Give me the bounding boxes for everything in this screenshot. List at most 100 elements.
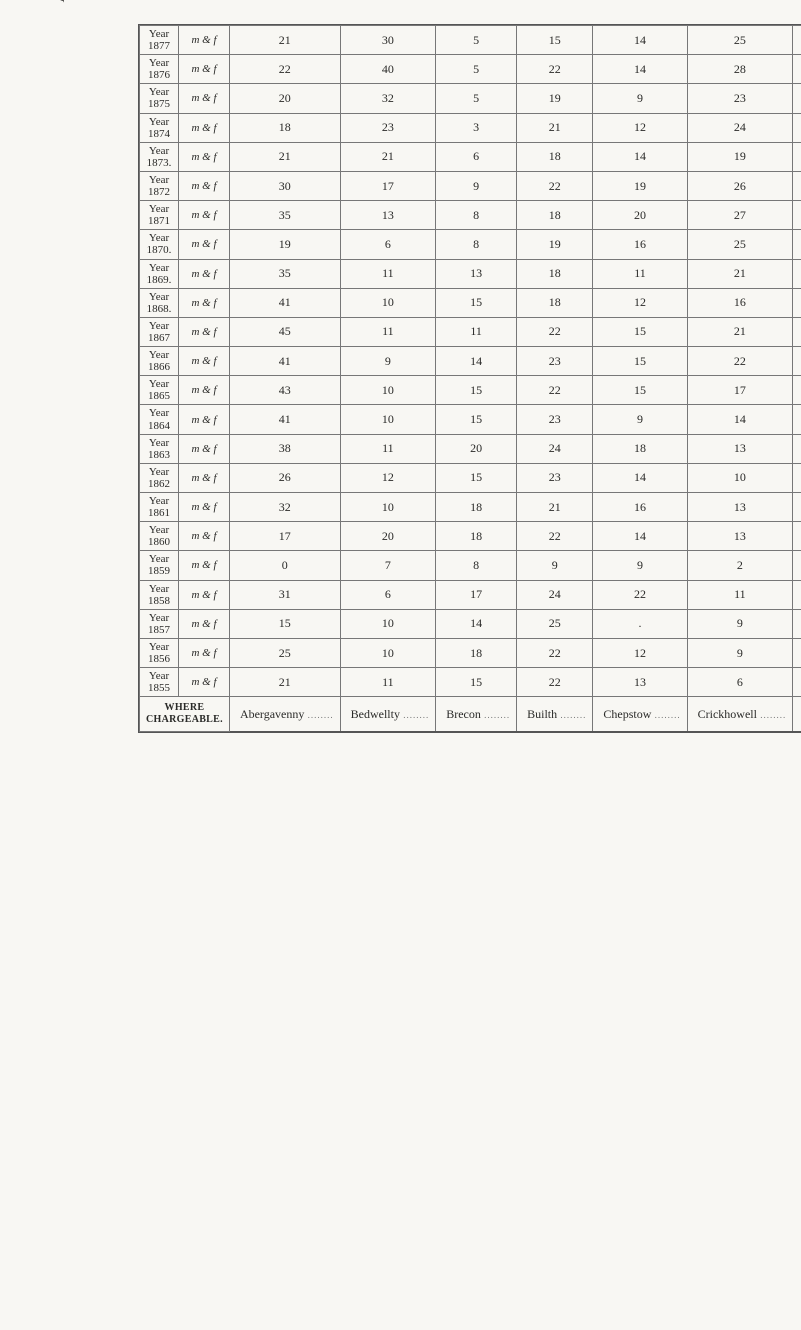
county-name: Brecon [436, 697, 517, 732]
value-cell: . [593, 609, 687, 638]
year-number: 1863 [144, 449, 174, 461]
year-number: 1856 [144, 653, 174, 665]
value-cell: 20 [436, 434, 517, 463]
value-cell: 30 [229, 171, 340, 200]
year-cell: Year1856 [140, 638, 179, 667]
year-number: 1858 [144, 595, 174, 607]
value-cell: 21 [517, 113, 593, 142]
value-cell: 18 [593, 434, 687, 463]
year-cell: Year1863 [140, 434, 179, 463]
m-and-f-label: m & f [179, 493, 230, 522]
value-cell: 13 [793, 171, 801, 200]
value-cell: 35 [229, 259, 340, 288]
value-cell: 16 [793, 288, 801, 317]
title-line-2: And chargeable to the undermentioned pla… [50, 0, 71, 44]
year-number: 1855 [144, 682, 174, 694]
year-number: 1859 [144, 565, 174, 577]
value-cell: 22 [593, 580, 687, 609]
m-and-f-label: m & f [179, 376, 230, 405]
value-cell: 6 [436, 142, 517, 171]
year-number: 1862 [144, 478, 174, 490]
value-cell: 10 [340, 609, 436, 638]
value-cell: 22 [517, 171, 593, 200]
value-cell: 15 [793, 493, 801, 522]
year-label: Year [144, 86, 174, 98]
data-table-frame: Year1877m & f213051514251049232263031142… [138, 24, 801, 733]
value-cell: 13 [340, 201, 436, 230]
year-cell: Year1857 [140, 609, 179, 638]
value-cell: 11 [340, 434, 436, 463]
value-cell: 23 [517, 463, 593, 492]
value-cell: 23 [687, 84, 793, 113]
year-number: 1869. [144, 274, 174, 286]
year-cell: Year1867 [140, 317, 179, 346]
m-and-f-label: m & f [179, 580, 230, 609]
county-name: Bedwellty [340, 697, 436, 732]
value-cell: 22 [229, 55, 340, 84]
year-cell: Year1855 [140, 668, 179, 697]
value-cell: 5 [436, 26, 517, 55]
m-and-f-label: m & f [179, 201, 230, 230]
table-row: Year1875m & f203251992394141512334.11422… [140, 84, 801, 113]
value-cell: 9 [593, 551, 687, 580]
year-label: Year [144, 437, 174, 449]
value-cell: 13 [687, 434, 793, 463]
value-cell: 5 [436, 84, 517, 113]
value-cell: 9 [593, 405, 687, 434]
m-and-f-label: m & f [179, 434, 230, 463]
m-and-f-label: m & f [179, 113, 230, 142]
county-name: Abergavenny [229, 697, 340, 732]
value-cell: 16 [793, 580, 801, 609]
year-number: 1875 [144, 98, 174, 110]
value-cell: 10 [340, 288, 436, 317]
value-cell: 40 [340, 55, 436, 84]
value-cell: 28 [687, 55, 793, 84]
value-cell: 22 [517, 522, 593, 551]
value-cell: 10 [340, 376, 436, 405]
year-number: 1861 [144, 507, 174, 519]
value-cell: 25 [687, 230, 793, 259]
value-cell: 15 [436, 463, 517, 492]
value-cell: 9 [593, 84, 687, 113]
value-cell: 12 [593, 113, 687, 142]
year-label: Year [144, 145, 174, 157]
value-cell: 9 [436, 171, 517, 200]
year-cell: Year1859 [140, 551, 179, 580]
table-row: Year1871m & f351381820272716927.1233.112… [140, 201, 801, 230]
value-cell: 20 [593, 201, 687, 230]
page-heading-block: TABLE OF LUNATICS AND IDIOTS NOT IN THE … [26, 0, 92, 44]
value-cell: 19 [229, 230, 340, 259]
table-row: Year1858m & f316172422111614626.813.9821… [140, 580, 801, 609]
value-cell: 26 [229, 463, 340, 492]
value-cell: 12 [793, 376, 801, 405]
year-number: 1874 [144, 128, 174, 140]
value-cell: 11 [340, 259, 436, 288]
year-cell: Year1873. [140, 142, 179, 171]
table-row: Year1868.m & f41101518121616127365730.11… [140, 288, 801, 317]
value-cell: 18 [436, 638, 517, 667]
table-row: Year1867m & f4511112215211515834.425.392… [140, 317, 801, 346]
value-cell: 14 [593, 142, 687, 171]
value-cell: 21 [229, 668, 340, 697]
value-cell: 15 [593, 317, 687, 346]
value-cell: 19 [793, 405, 801, 434]
value-cell: 22 [517, 638, 593, 667]
value-cell: 10 [793, 26, 801, 55]
value-cell: 14 [593, 55, 687, 84]
value-cell: 24 [687, 113, 793, 142]
county-name: Chepstow [593, 697, 687, 732]
county-name: Builth [517, 697, 593, 732]
value-cell: 8 [436, 230, 517, 259]
value-cell: 24 [517, 580, 593, 609]
table-row: Year1870.m & f19681916251814731.1137.111… [140, 230, 801, 259]
value-cell: 25 [517, 609, 593, 638]
year-number: 1865 [144, 390, 174, 402]
value-cell: 18 [436, 522, 517, 551]
value-cell: 15 [436, 405, 517, 434]
year-label: Year [144, 670, 174, 682]
value-cell: 9 [687, 609, 793, 638]
value-cell: 19 [517, 230, 593, 259]
year-label: Year [144, 378, 174, 390]
value-cell: 17 [687, 376, 793, 405]
value-cell: 2 [687, 551, 793, 580]
